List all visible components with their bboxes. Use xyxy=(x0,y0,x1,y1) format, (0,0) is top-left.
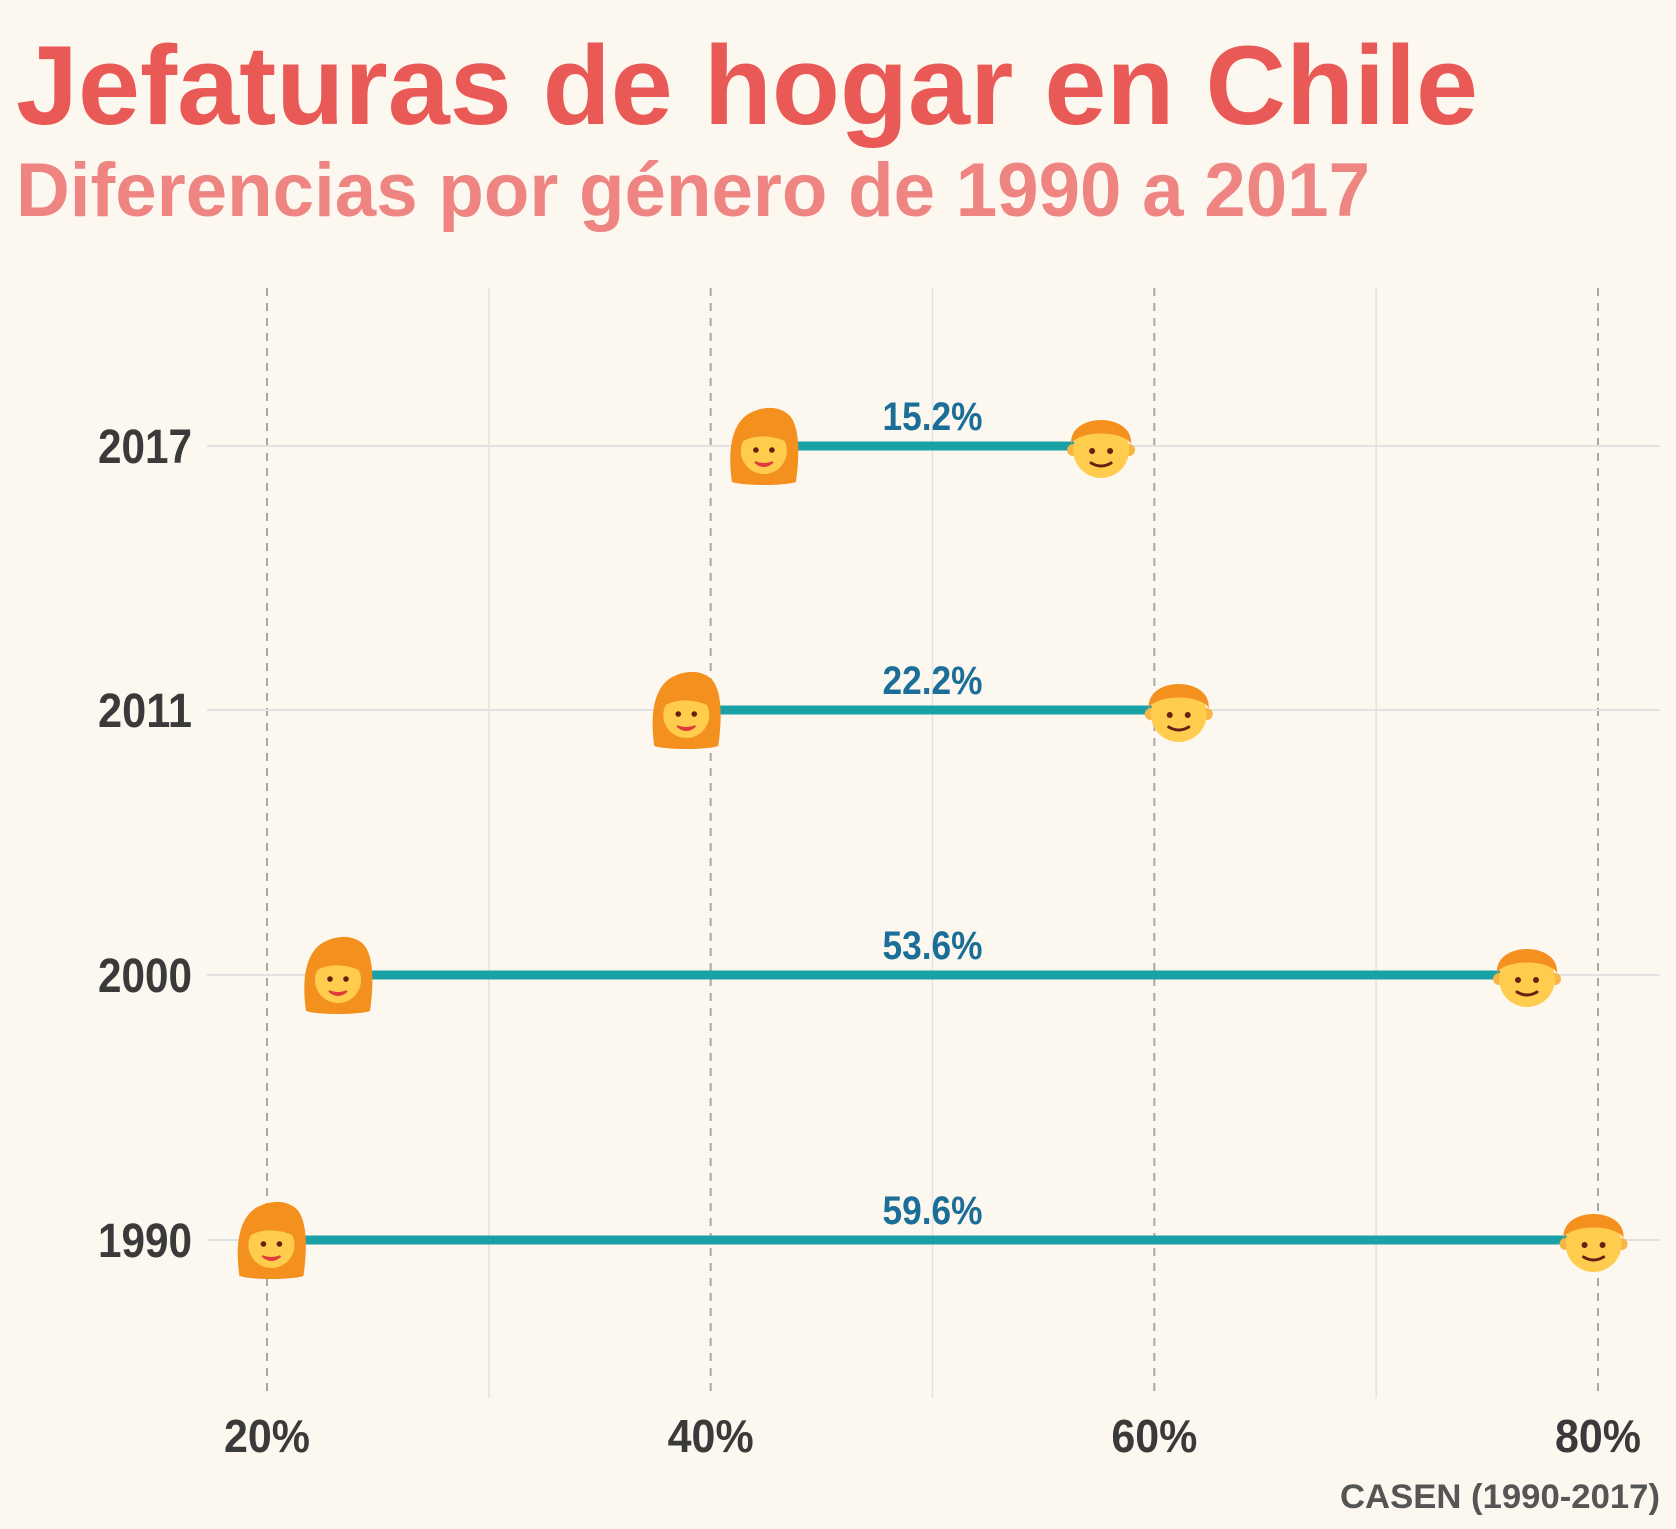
y-tick-label: 1990 xyxy=(98,1215,192,1268)
woman-icon xyxy=(237,1201,306,1279)
gap-label: 15.2% xyxy=(883,395,983,439)
x-tick-label: 60% xyxy=(1111,1410,1197,1462)
woman-eye xyxy=(343,976,349,982)
man-hair xyxy=(1496,949,1558,973)
woman-bangs xyxy=(738,426,790,444)
woman-bangs xyxy=(661,690,713,708)
woman-mouth xyxy=(261,1255,282,1261)
y-tick-label: 2017 xyxy=(98,421,192,474)
man-mouth xyxy=(1167,725,1191,732)
man-eye xyxy=(1166,712,1173,718)
man-eye xyxy=(1107,448,1114,454)
woman-icon xyxy=(304,936,373,1014)
woman-mouth xyxy=(676,725,696,731)
woman-eye xyxy=(276,1241,283,1247)
x-tick-label: 40% xyxy=(668,1410,754,1462)
man-face xyxy=(1565,1216,1622,1272)
man-hair xyxy=(1563,1214,1624,1238)
chart-caption: CASEN (1990-2017) xyxy=(1340,1478,1660,1516)
woman-eye xyxy=(327,976,333,982)
man-mouth xyxy=(1582,1255,1606,1262)
gap-label: 59.6% xyxy=(883,1189,983,1233)
gap-label: 22.2% xyxy=(883,659,983,703)
woman-mouth xyxy=(754,461,774,467)
woman-face xyxy=(314,957,361,1003)
chart-subtitle: Diferencias por género de 1990 a 2017 xyxy=(16,148,1370,233)
x-tick-label: 20% xyxy=(224,1410,310,1462)
man-eye xyxy=(1581,1242,1588,1248)
man-face xyxy=(1073,422,1130,478)
woman-face xyxy=(740,428,787,474)
man-icon xyxy=(1144,684,1213,742)
woman-bangs xyxy=(246,1220,298,1238)
woman-icon xyxy=(652,671,721,749)
man-face xyxy=(1499,951,1556,1007)
y-tick-label: 2011 xyxy=(98,685,192,738)
chart-title: Jefaturas de hogar en Chile xyxy=(16,23,1478,148)
woman-mouth xyxy=(328,990,348,996)
man-face xyxy=(1150,686,1207,742)
woman-eye xyxy=(260,1241,267,1247)
woman-icon xyxy=(730,407,799,485)
man-eye xyxy=(1599,1242,1606,1248)
gap-label: 53.6% xyxy=(883,924,983,968)
man-eye xyxy=(1089,448,1096,454)
x-tick-label: 80% xyxy=(1555,1410,1641,1462)
man-hair xyxy=(1071,420,1132,444)
woman-bangs xyxy=(312,955,364,973)
axis-layer: 2017 2011 2000 1990 20% 40% 60% 80% xyxy=(98,421,1641,1462)
y-tick-label: 2000 xyxy=(98,950,192,1003)
man-icon xyxy=(1559,1214,1628,1272)
woman-face xyxy=(248,1222,295,1268)
man-eye xyxy=(1184,712,1191,718)
man-eye xyxy=(1515,977,1522,983)
woman-eye xyxy=(769,447,775,453)
woman-eye xyxy=(675,711,682,717)
man-hair xyxy=(1148,684,1209,708)
man-mouth xyxy=(1515,990,1539,997)
marks-layer: 15.2% 22.2% 53.6% 59.6% xyxy=(237,395,1628,1279)
woman-face xyxy=(663,692,710,738)
woman-eye xyxy=(753,447,759,453)
man-icon xyxy=(1493,949,1562,1007)
man-eye xyxy=(1533,977,1540,983)
man-mouth xyxy=(1089,461,1113,468)
woman-eye xyxy=(691,711,698,717)
man-icon xyxy=(1067,420,1136,478)
